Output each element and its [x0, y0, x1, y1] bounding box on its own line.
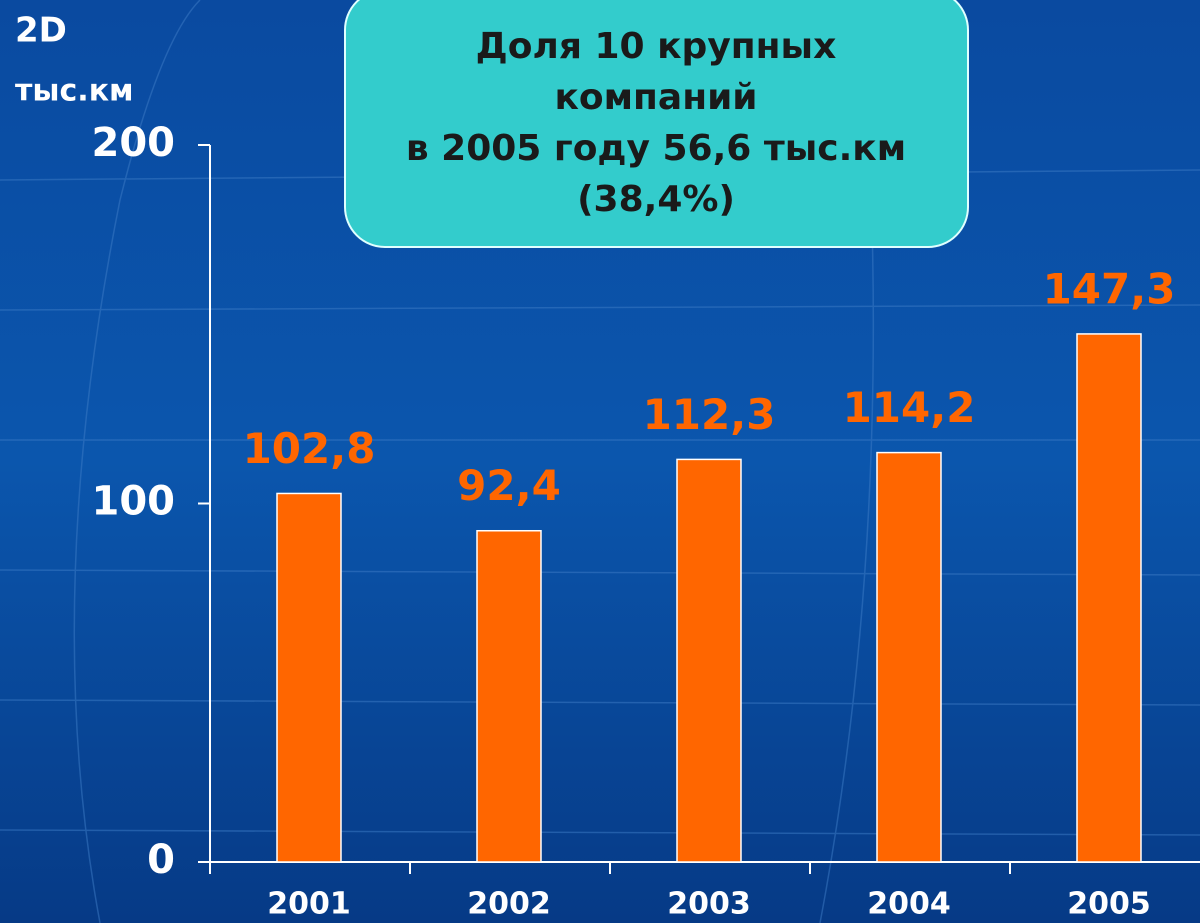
data-label: 92,4 — [457, 461, 561, 510]
y-tick-label: 0 — [147, 837, 175, 883]
bar — [476, 529, 542, 863]
bar — [876, 451, 942, 863]
y-tick-label: 200 — [92, 120, 176, 166]
bar — [676, 458, 742, 863]
x-tick-label: 2004 — [867, 887, 951, 922]
data-label: 147,3 — [1043, 264, 1176, 313]
annotation: в 2005 году 56,6 тыс.км — [406, 128, 906, 169]
annotation: Доля 10 крупных — [476, 26, 837, 67]
y-axis-label: тыс.км — [15, 74, 134, 109]
x-tick-label: 2001 — [267, 887, 351, 922]
bar — [276, 492, 342, 863]
x-tick-label: 2003 — [667, 887, 751, 922]
data-label: 112,3 — [643, 390, 776, 439]
data-label: 114,2 — [843, 383, 976, 432]
y-tick-label: 100 — [92, 479, 176, 525]
x-tick-label: 2002 — [467, 887, 551, 922]
annotation-box — [344, 0, 969, 248]
annotation: компаний — [554, 77, 757, 118]
data-label: 102,8 — [243, 424, 376, 473]
x-tick-label: 2005 — [1067, 887, 1151, 922]
annotation: (38,4%) — [577, 179, 735, 220]
bar — [1076, 333, 1142, 863]
y-axis-label: 2D — [15, 11, 67, 51]
